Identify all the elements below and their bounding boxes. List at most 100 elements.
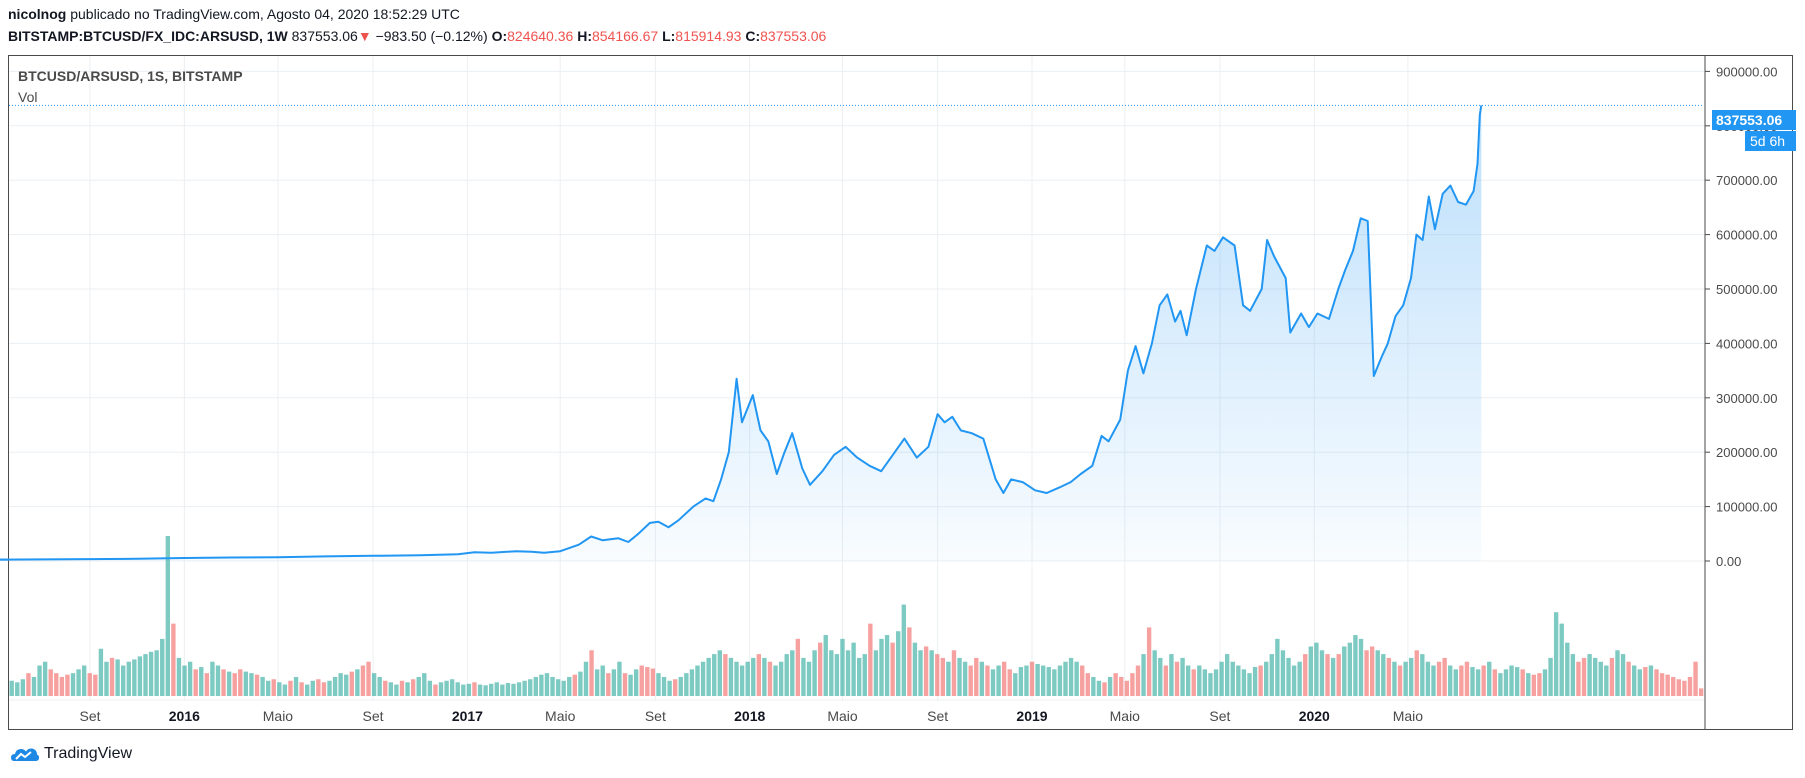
volume-bar <box>622 673 628 696</box>
price-area <box>0 105 1482 561</box>
volume-bar <box>483 685 488 696</box>
volume-bar <box>1269 654 1274 696</box>
cloud-logo-icon <box>11 748 40 761</box>
volume-bar <box>377 676 382 696</box>
volume-bar <box>1185 665 1191 696</box>
x-tick-label: Maio <box>263 708 294 724</box>
volume-bar <box>1275 638 1280 696</box>
volume-bar <box>1559 623 1564 696</box>
volume-bar <box>1514 667 1520 696</box>
volume-bar <box>1459 665 1464 696</box>
volume-bar <box>1537 673 1542 696</box>
volume-bar <box>98 648 104 696</box>
volume-bar <box>1280 650 1286 696</box>
volume-bar <box>121 665 126 696</box>
volume-bar <box>1464 661 1470 696</box>
volume-bar <box>561 680 566 696</box>
volume-bar <box>81 665 87 696</box>
volume-legend[interactable]: Vol <box>18 89 38 105</box>
volume-bar <box>405 682 410 696</box>
x-tick-label: 2017 <box>452 708 483 724</box>
volume-bar <box>1024 665 1029 696</box>
volume-bar <box>366 661 371 696</box>
volume-bar <box>778 661 784 696</box>
author-name[interactable]: nicolnog <box>8 6 67 22</box>
series-legend[interactable]: BTCUSD/ARSUSD, 1S, BITSTAMP <box>18 68 243 84</box>
volume-bar <box>1592 657 1598 696</box>
volume-bar <box>1453 669 1458 696</box>
countdown-box <box>1745 131 1796 151</box>
y-tick-label: 400000.00 <box>1716 336 1777 351</box>
price-tag-value: 837553.06 <box>1716 112 1782 128</box>
low-value: 815914.93 <box>675 28 742 44</box>
volume-bar <box>232 673 237 696</box>
volume-bar <box>1431 665 1436 696</box>
volume-bar <box>238 669 243 696</box>
volume-bar <box>1130 673 1135 696</box>
volume-bar <box>567 676 572 696</box>
volume-bar <box>1436 661 1442 696</box>
volume-bar <box>360 665 366 696</box>
volume-bar <box>1152 650 1157 696</box>
volume-bar <box>1526 673 1531 696</box>
volume-bar <box>1163 665 1169 696</box>
volume-bar <box>1213 669 1219 696</box>
volume-bar <box>1074 661 1079 696</box>
volume-bar <box>466 683 472 696</box>
volume-bar <box>204 673 210 696</box>
y-tick-label: 100000.00 <box>1716 500 1777 515</box>
x-tick-label: Set <box>645 708 666 724</box>
volume-bar <box>985 665 990 696</box>
volume-bar <box>104 661 109 696</box>
volume-bar <box>884 635 890 696</box>
volume-bar <box>243 671 249 696</box>
volume-bar <box>1381 654 1386 696</box>
volume-bar <box>1040 665 1046 696</box>
volume-bar <box>951 650 957 696</box>
volume-bar <box>1303 654 1308 696</box>
publish-line: nicolnog publicado no TradingView.com, A… <box>8 6 460 22</box>
x-tick-label: 2018 <box>734 708 765 724</box>
volume-bar <box>1029 661 1035 696</box>
x-tick-label: Maio <box>545 708 576 724</box>
volume-bar <box>193 669 198 696</box>
time-axis[interactable]: Set 2016 Maio Set 2017 Maio Set 2018 Maio Set 2019… <box>79 708 1423 724</box>
y-tick-label: 700000.00 <box>1716 173 1777 188</box>
price-tag: 837553.06 5d 6h <box>1712 110 1796 151</box>
chart-frame[interactable] <box>8 55 1793 730</box>
volume-bar <box>1492 669 1498 696</box>
volume-bar <box>109 657 115 696</box>
volume-bar <box>650 668 656 696</box>
volume-bar <box>277 682 282 696</box>
volume-bar <box>745 661 750 696</box>
x-tick-label: Set <box>363 708 384 724</box>
volume-bar <box>617 661 622 696</box>
x-tick-label: Set <box>927 708 948 724</box>
volume-bar <box>611 669 617 696</box>
volume-bar <box>1392 661 1397 696</box>
volume-bar <box>1626 661 1631 696</box>
volume-bar <box>817 642 823 696</box>
volume-bar <box>1408 657 1414 696</box>
volume-bar <box>1219 661 1224 696</box>
high-label: H: <box>577 28 592 44</box>
open-label: O: <box>491 28 508 44</box>
volume-bar <box>1264 661 1269 696</box>
volume-bar <box>572 674 578 696</box>
volume-bar <box>689 669 695 696</box>
volume-bar <box>444 680 449 696</box>
tradingview-logo[interactable]: TradingView <box>10 744 132 764</box>
price-line <box>0 105 1483 561</box>
volume-bar <box>137 656 143 696</box>
volume-bar <box>355 669 360 696</box>
volume-bar <box>48 669 53 696</box>
volume-bar <box>477 684 483 696</box>
volume-bar <box>829 650 834 696</box>
volume-bar <box>327 680 332 696</box>
volume-bar <box>1615 650 1620 696</box>
volume-bar <box>221 669 226 696</box>
volume-bar <box>1018 667 1024 696</box>
volume-bar <box>1693 661 1698 696</box>
volume-bar <box>1448 665 1453 696</box>
